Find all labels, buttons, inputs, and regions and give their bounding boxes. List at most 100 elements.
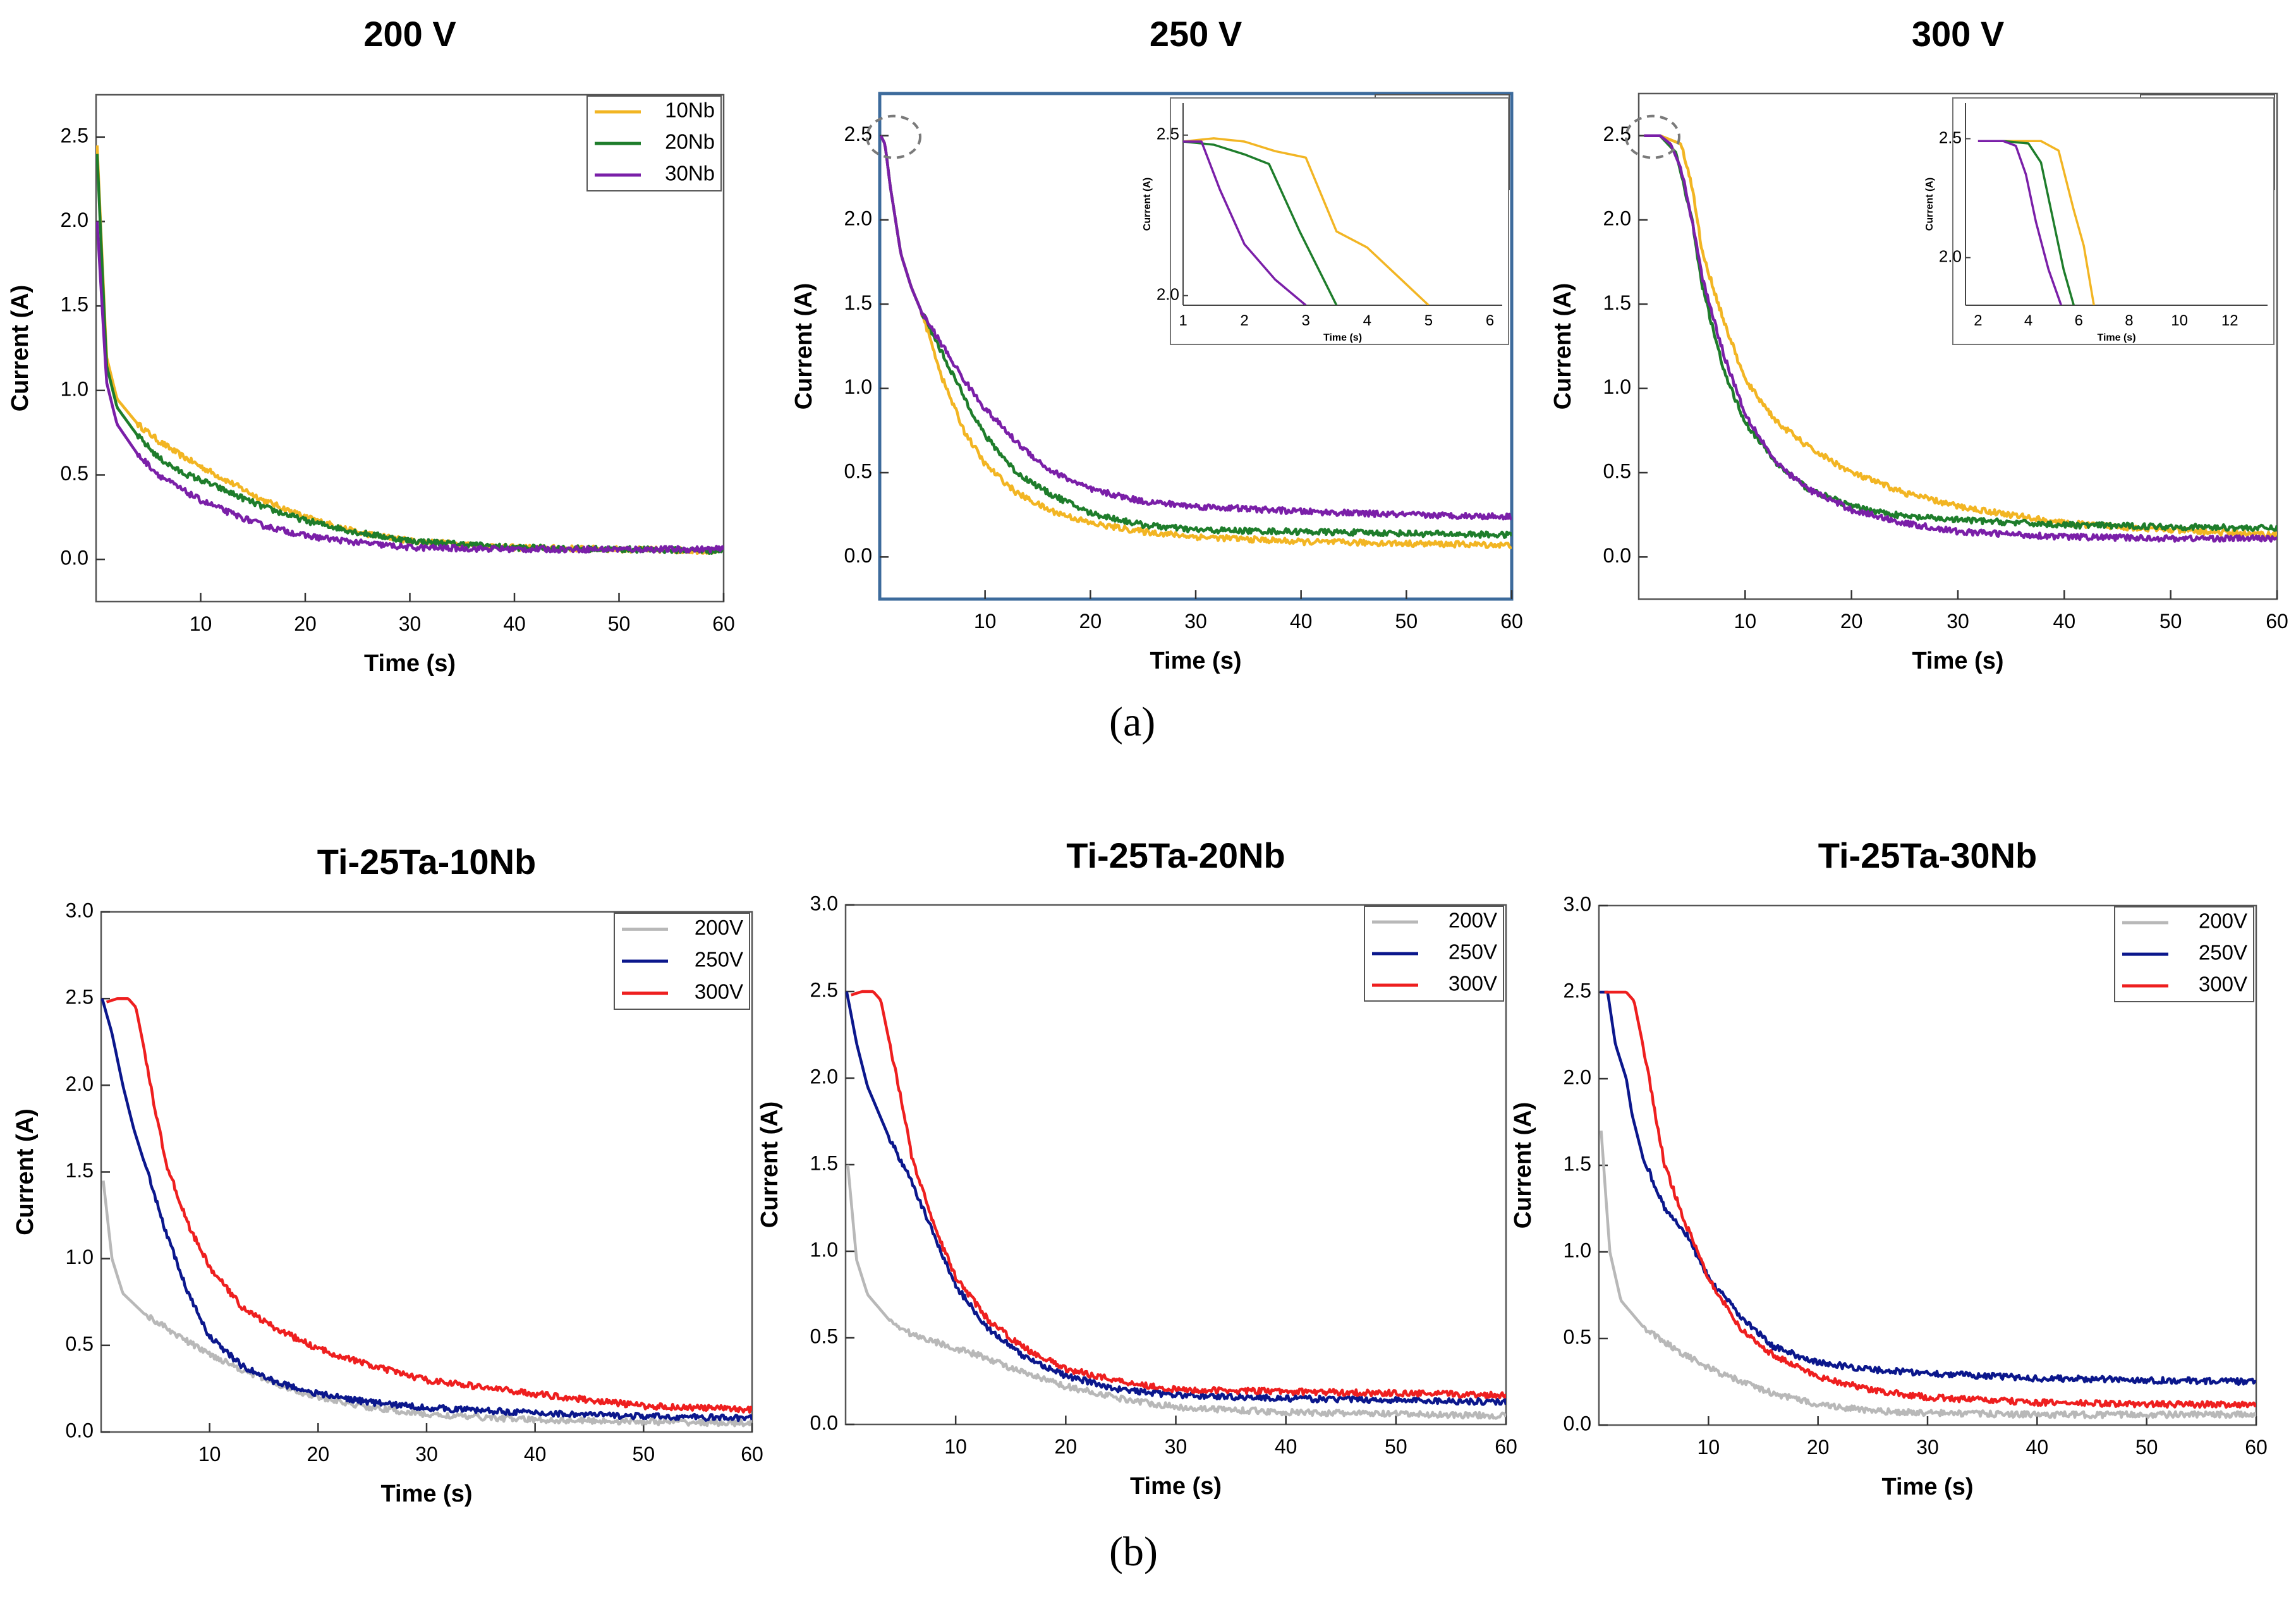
inset-x-tick-label: 6 [2075,312,2083,329]
chart-1: 200 V 10 20 30 40 50 60 0.0 0.5 1.0 1.5 2.0 2.5 Time … [7,14,735,677]
panel-label-a-text: (a) [1109,699,1156,745]
y-tick-label: 1.5 [66,1159,94,1182]
legend: 200V 250V 300V [2114,906,2254,1002]
series-line-30Nb [1183,140,1307,305]
series-line-20Nb [1644,134,2277,532]
x-tick-label: 20 [1840,610,1863,633]
y-axis-label: Current (A) [1550,283,1576,410]
x-tick-label: 30 [415,1443,438,1465]
y-tick-label: 0.0 [810,1411,838,1434]
legend-label-250V: 250V [2199,941,2247,964]
legend-label-200V: 200V [695,916,743,939]
inset-y-axis-label: Current (A) [1142,178,1153,231]
inset-x-tick-label: 5 [1424,312,1433,329]
inset-frame [1952,97,2275,345]
x-axis-label: Time (s) [364,650,456,677]
y-tick-label: 0.5 [66,1332,94,1355]
x-tick-label: 10 [974,610,997,633]
x-tick-label: 20 [1807,1436,1830,1459]
x-tick-label: 20 [307,1443,330,1465]
panel-label-b-text: (b) [1109,1529,1158,1575]
y-tick-label: 0.5 [810,1325,838,1347]
chart-2: 250 V 10 20 30 40 50 60 0.0 0.5 1.0 1.5 2.0 2.5 Time … [791,14,1523,674]
x-tick-label: 50 [2135,1436,2158,1459]
x-tick-label: 10 [944,1435,967,1458]
series-line-200V [102,1180,752,1428]
y-tick-label: 2.0 [61,209,88,231]
x-tick-label: 50 [1385,1435,1407,1458]
inset-series-group [1977,140,2095,305]
inset-x-tick-label: 2 [1240,312,1248,329]
x-tick-label: 30 [1916,1436,1939,1459]
x-tick-label: 40 [2026,1436,2049,1459]
y-tick-label: 1.5 [61,293,88,316]
x-tick-label: 60 [1495,1435,1517,1458]
chart-title: Ti-25Ta-20Nb [1066,835,1285,875]
series-group [880,135,1512,550]
inset-chart: 2 4 6 8 10 12 2.0 2.5 Time (s) Current (A) [1625,97,2275,345]
legend-label-300V: 300V [1449,972,1497,995]
x-tick-label: 20 [294,612,317,635]
series-line-30Nb [1977,140,2063,305]
series-line-250V [101,998,752,1423]
y-tick-label: 2.0 [1564,1065,1591,1088]
y-tick-label: 0.5 [61,462,88,485]
y-tick-label: 1.5 [810,1151,838,1174]
series-line-20Nb [1183,140,1338,305]
legend-label-250V: 250V [695,948,743,971]
inset-x-tick-label: 3 [1302,312,1310,329]
y-tick-label: 2.0 [1603,207,1631,229]
inset-y-tick-label: 2.5 [1157,124,1179,143]
chart-title: Ti-25Ta-10Nb [317,842,536,882]
y-tick-label: 2.0 [66,1072,94,1095]
x-axis-label: Time (s) [1912,648,2003,674]
series-line-300V [1604,990,2256,1409]
series-line-30Nb [96,221,724,554]
y-tick-label: 0.0 [1564,1412,1591,1435]
series-group [1644,134,2277,543]
x-tick-label: 40 [1290,610,1313,633]
chart-title: 200 V [363,14,456,54]
series-line-300V [851,990,1506,1400]
x-tick-label: 10 [190,612,212,635]
x-axis-label: Time (s) [1150,648,1241,674]
x-tick-label: 10 [1734,610,1757,633]
series-line-30Nb [1644,134,2277,543]
y-axis-label: Current (A) [7,285,33,412]
inset-x-tick-label: 10 [2171,312,2188,329]
x-tick-label: 10 [198,1443,221,1465]
y-tick-label: 0.5 [1564,1325,1591,1348]
x-tick-label: 60 [2266,610,2288,633]
chart-title: 300 V [1912,14,2004,54]
series-line-250V [846,991,1506,1406]
y-tick-label: 3.0 [66,899,94,921]
inset-x-tick-label: 6 [1486,312,1494,329]
inset-y-tick-label: 2.0 [1939,247,1962,266]
series-line-20Nb [880,135,1512,539]
inset-x-axis-label: Time (s) [1323,332,1362,343]
series-line-10Nb [1644,134,2277,540]
inset-chart: 1 2 3 4 5 6 2.0 2.5 Time (s) Current (A) [866,97,1509,345]
y-tick-label: 1.0 [810,1238,838,1261]
chart-title: Ti-25Ta-30Nb [1818,835,2037,875]
inset-x-axis-label: Time (s) [2097,332,2135,343]
x-tick-label: 30 [1165,1435,1187,1458]
x-tick-label: 40 [2053,610,2076,633]
y-tick-label: 1.0 [844,375,872,398]
inset-y-tick-label: 2.0 [1157,285,1179,304]
series-line-250V [1600,990,2256,1387]
y-tick-label: 1.5 [844,291,872,314]
x-tick-label: 50 [633,1443,655,1465]
y-tick-label: 0.0 [1603,544,1631,567]
legend-label-250V: 250V [1449,940,1497,964]
legend: 10Nb 20Nb 30Nb [586,95,722,191]
legend-label-200V: 200V [1449,909,1497,932]
legend-label-10Nb: 10Nb [665,99,715,122]
zoom-highlight-ellipse [1625,114,1680,159]
inset-x-tick-label: 4 [2024,312,2032,329]
inset-y-axis-label: Current (A) [1924,178,1935,231]
series-group [101,997,752,1428]
y-tick-label: 2.5 [66,986,94,1009]
y-tick-label: 0.5 [1603,459,1631,482]
x-tick-label: 20 [1079,610,1102,633]
